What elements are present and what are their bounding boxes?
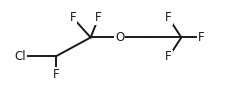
Text: F: F <box>197 31 203 44</box>
Text: F: F <box>165 51 171 64</box>
Text: F: F <box>95 11 101 24</box>
Text: F: F <box>69 11 76 24</box>
Text: F: F <box>165 11 171 24</box>
Text: F: F <box>53 68 60 81</box>
Text: O: O <box>115 31 124 44</box>
Text: Cl: Cl <box>14 50 26 62</box>
